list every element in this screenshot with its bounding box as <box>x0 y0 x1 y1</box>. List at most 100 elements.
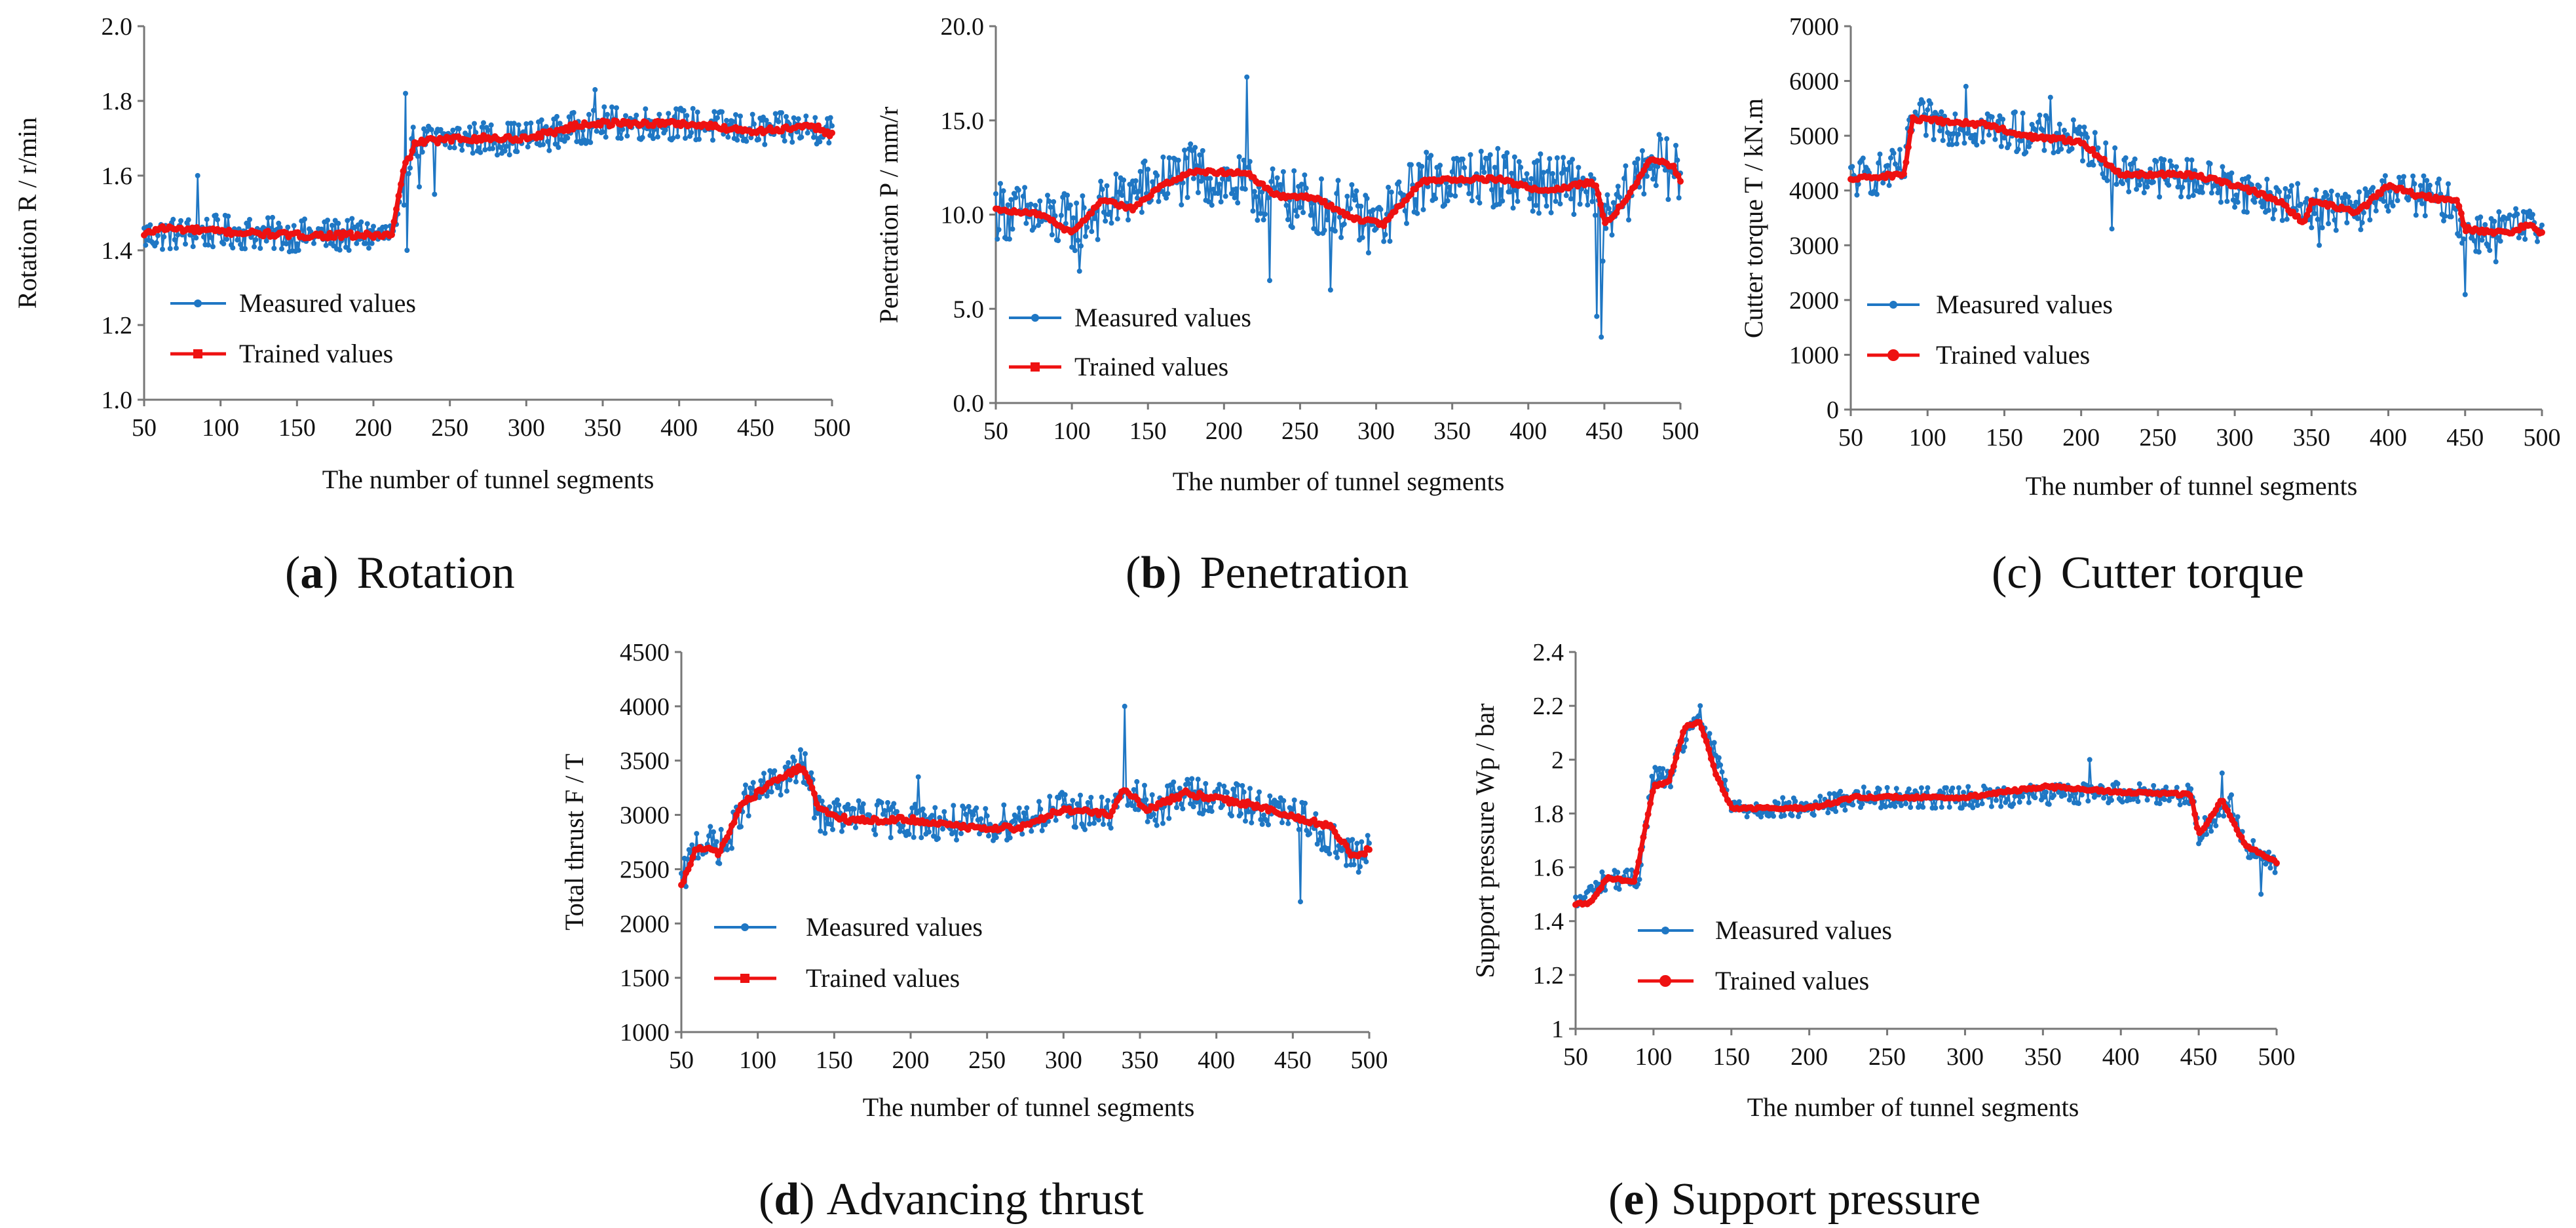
panel-caption: (a) Rotation <box>285 548 515 598</box>
measured-point <box>2037 112 2043 118</box>
measured-point <box>1145 818 1150 824</box>
x-tick-label: 50 <box>983 417 1008 445</box>
y-tick-label: 1.4 <box>102 237 133 265</box>
measured-point <box>2256 183 2262 189</box>
measured-point <box>1500 198 1506 204</box>
y-tick-label: 1 <box>1551 1016 1564 1043</box>
measured-point <box>1516 159 1522 164</box>
measured-point <box>2332 217 2338 223</box>
measured-point <box>215 217 220 223</box>
caption-paren-open: ( <box>759 1174 774 1225</box>
y-tick-label: 4500 <box>620 639 670 666</box>
measured-point <box>1316 231 1321 237</box>
measured-point <box>185 217 191 223</box>
measured-point <box>805 130 810 136</box>
measured-point <box>1445 198 1450 204</box>
y-tick-label: 1.8 <box>102 88 133 115</box>
measured-point <box>763 117 769 123</box>
measured-point <box>1010 226 1015 232</box>
measured-point <box>873 832 879 837</box>
y-tick-label: 2 <box>1551 746 1564 774</box>
measured-point <box>447 145 453 151</box>
measured-point <box>845 801 851 807</box>
measured-point <box>1036 222 1041 228</box>
measured-point <box>2104 178 2110 183</box>
measured-point <box>1184 777 1190 782</box>
measured-point <box>1131 189 1137 195</box>
measured-point <box>2144 797 2150 803</box>
trained-point <box>1900 170 1907 178</box>
measured-point <box>1593 212 1598 218</box>
measured-point <box>822 830 828 836</box>
measured-point <box>504 144 509 149</box>
measured-point <box>772 768 778 774</box>
caption-paren-open: ( <box>1608 1174 1623 1225</box>
measured-point <box>2461 236 2467 242</box>
trained-point <box>1088 210 1095 217</box>
measured-point <box>1855 182 1861 187</box>
measured-point <box>791 115 797 121</box>
measured-point <box>1047 794 1053 799</box>
measured-point <box>2032 126 2038 132</box>
measured-point <box>1965 130 1971 136</box>
measured-point <box>450 127 456 133</box>
measured-point <box>1253 194 1259 200</box>
measured-point <box>1036 799 1042 805</box>
measured-point <box>2514 211 2520 217</box>
measured-point <box>1626 217 1631 223</box>
trained-point <box>1134 796 1141 803</box>
measured-point <box>2353 199 2359 205</box>
caption-paren-close: ) <box>323 548 338 598</box>
measured-point <box>2410 173 2416 179</box>
trained-point <box>1640 834 1647 841</box>
measured-point <box>1023 220 1029 226</box>
measured-point <box>853 824 858 830</box>
measured-point <box>2061 127 2067 133</box>
measured-point <box>808 770 814 776</box>
caption-text: Support pressure <box>1671 1174 1980 1225</box>
measured-point <box>2379 178 2385 183</box>
measured-point <box>1509 170 1515 176</box>
measured-point <box>1048 204 1053 210</box>
measured-point <box>2333 227 2339 233</box>
y-tick-label: 15.0 <box>941 107 985 135</box>
measured-point <box>920 806 926 812</box>
x-tick-label: 300 <box>1946 1043 1984 1071</box>
measured-point <box>1839 802 1845 808</box>
measured-point <box>966 803 972 809</box>
measured-point <box>1160 154 1166 160</box>
measured-point <box>2178 194 2184 200</box>
measured-point <box>2069 146 2075 151</box>
y-tick-label: 2000 <box>620 910 670 938</box>
measured-point <box>1096 817 1101 823</box>
measured-point <box>1241 789 1247 795</box>
measured-point <box>1963 83 1969 89</box>
measured-point <box>812 815 817 821</box>
measured-point <box>419 149 425 155</box>
y-tick-label: 3500 <box>620 748 670 775</box>
caption-paren-close: ) <box>1644 1174 1659 1225</box>
trained-point <box>806 778 813 785</box>
measured-point <box>1215 786 1221 792</box>
measured-point <box>1332 228 1338 234</box>
trained-point <box>717 847 724 854</box>
trained-point <box>2191 811 2199 818</box>
measured-point <box>1051 199 1057 204</box>
measured-point <box>2527 208 2533 214</box>
measured-point <box>1635 156 1640 162</box>
measured-point <box>1682 744 1688 750</box>
x-tick-label: 300 <box>508 414 545 442</box>
measured-point <box>1962 801 1968 807</box>
measured-point <box>812 115 818 121</box>
measured-point <box>1031 225 1037 231</box>
measured-point <box>208 235 214 240</box>
measured-point <box>655 134 660 140</box>
measured-point <box>2399 180 2405 185</box>
measured-point <box>1719 769 1725 775</box>
y-tick-label: 6000 <box>1789 68 1839 96</box>
measured-point <box>2098 161 2104 167</box>
measured-point <box>566 114 572 120</box>
x-tick-label: 200 <box>355 414 392 442</box>
measured-point <box>803 113 809 119</box>
measured-point <box>993 835 999 841</box>
